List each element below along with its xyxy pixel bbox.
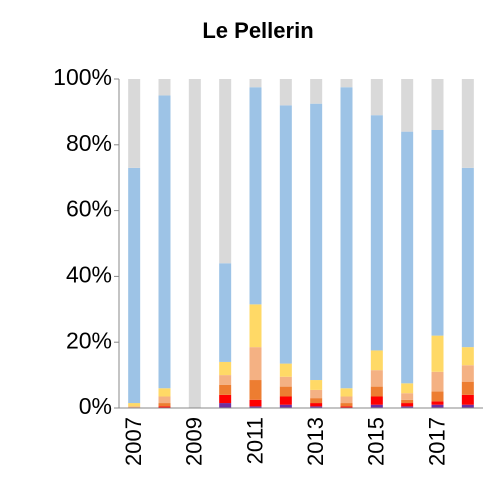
bar-segment — [249, 399, 262, 407]
x-tick-label: 2011 — [242, 417, 267, 464]
bar-segment — [188, 79, 201, 408]
bar-segment — [461, 347, 474, 366]
bar-segment — [401, 393, 414, 400]
y-tick-label: 80% — [66, 130, 112, 156]
x-tick-label: 2007 — [121, 417, 146, 466]
x-tick-label: 2017 — [424, 417, 449, 466]
bar-segment — [461, 381, 474, 395]
bar-segment — [310, 79, 323, 104]
bar-segment — [310, 403, 323, 407]
bar-segment — [340, 403, 353, 407]
bar-segment — [370, 386, 383, 397]
bar-segment — [431, 335, 444, 372]
bar-segment — [370, 396, 383, 405]
bar-segment — [401, 383, 414, 394]
bar-segment — [431, 371, 444, 392]
bar-segment — [249, 380, 262, 400]
bar-segment — [340, 388, 353, 397]
bar-segment — [279, 105, 292, 364]
y-tick-label: 20% — [66, 327, 112, 353]
bar-segment — [370, 115, 383, 351]
bar-segment — [279, 376, 292, 387]
bar-segment — [128, 167, 141, 404]
chart-title: Le Pellerin — [202, 18, 313, 43]
bar-segment — [219, 394, 232, 404]
bar-segment — [340, 79, 353, 88]
bar-segment — [461, 167, 474, 348]
bar-segment — [461, 365, 474, 382]
bar-segment — [219, 263, 232, 362]
bar-segment — [249, 87, 262, 305]
bar-segment — [158, 95, 171, 389]
bar-segment — [279, 79, 292, 106]
y-tick-label: 60% — [66, 196, 112, 222]
bar-segment — [340, 406, 353, 408]
bar-segment — [310, 103, 323, 381]
bar-segment — [219, 361, 232, 376]
bar-segment — [249, 79, 262, 88]
bar-segment — [158, 403, 171, 407]
bar-segment — [249, 304, 262, 348]
bar-segment — [370, 370, 383, 387]
bar-segment — [370, 404, 383, 408]
bar-segment — [128, 406, 141, 408]
bar-segment — [431, 79, 444, 130]
bar-segment — [340, 87, 353, 389]
bar-segment — [219, 403, 232, 408]
bar-segment — [310, 380, 323, 390]
bar-segment — [158, 396, 171, 404]
bar-segment — [158, 79, 171, 96]
bar-segment — [219, 375, 232, 385]
bar-segment — [431, 404, 444, 408]
bar-segment — [401, 399, 414, 404]
bar-segment — [128, 403, 141, 407]
bar-segment — [158, 406, 171, 408]
bar-segment — [249, 406, 262, 408]
bar-segment — [128, 79, 141, 168]
bar-segment — [279, 386, 292, 397]
bar-segment — [219, 79, 232, 264]
y-tick-label: 40% — [66, 261, 112, 287]
bar-segment — [461, 394, 474, 405]
bar-segment — [461, 404, 474, 408]
bar-segment — [279, 363, 292, 377]
bar-segment — [401, 131, 414, 384]
bar-segment — [431, 129, 444, 336]
bar-segment — [310, 398, 323, 404]
x-tick-label: 2015 — [364, 417, 389, 466]
bar-segment — [401, 406, 414, 408]
bar-segment — [158, 388, 171, 397]
y-tick-label: 0% — [79, 393, 112, 419]
x-tick-label: 2013 — [303, 417, 328, 466]
bar-segment — [370, 350, 383, 371]
y-tick-label: 100% — [53, 64, 112, 90]
bar-segment — [401, 79, 414, 132]
bar-segment — [310, 389, 323, 399]
bar-segment — [370, 79, 383, 116]
bar-segment — [219, 384, 232, 395]
bar-segment — [249, 347, 262, 381]
bar-segment — [340, 396, 353, 404]
bar-segment — [279, 404, 292, 408]
bar-segment — [310, 406, 323, 408]
bar-segment — [461, 79, 474, 168]
bar-segment — [279, 396, 292, 405]
bar-segment — [431, 391, 444, 402]
bar-segment — [401, 403, 414, 407]
x-tick-label: 2009 — [182, 417, 207, 466]
bar-segment — [431, 401, 444, 405]
